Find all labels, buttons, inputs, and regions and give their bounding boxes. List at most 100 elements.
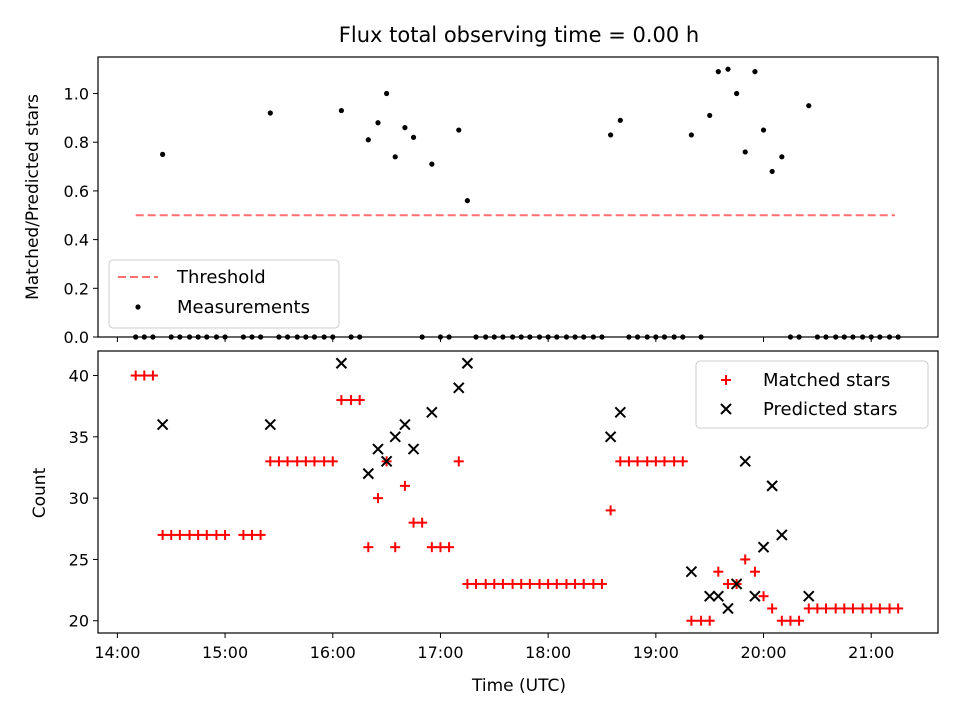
matched-star-point bbox=[659, 456, 670, 467]
matched-star-point bbox=[453, 456, 464, 467]
matched-star-point bbox=[273, 456, 284, 467]
measurement-point bbox=[769, 168, 775, 175]
predicted-star-stroke-b bbox=[776, 529, 788, 541]
measurement-point bbox=[160, 151, 166, 157]
predicted-star-point bbox=[372, 443, 384, 455]
measurement-point bbox=[392, 154, 398, 160]
matched-star-point bbox=[696, 615, 707, 626]
predicted-star-stroke-b bbox=[156, 418, 169, 431]
matched-star-point bbox=[319, 456, 330, 467]
matched-star-point bbox=[390, 542, 401, 553]
predicted-star-stroke-b bbox=[407, 443, 420, 455]
top-y-axis-label: Matched/Predicted stars bbox=[23, 94, 43, 300]
matched-star-point bbox=[893, 603, 904, 614]
matched-star-point bbox=[193, 529, 204, 540]
predicted-star-point bbox=[614, 406, 627, 419]
matched-star-point bbox=[292, 456, 303, 467]
top-ytick-label: 0.0 bbox=[64, 328, 89, 347]
predicted-star-stroke-b bbox=[426, 406, 438, 419]
measurement-point bbox=[707, 112, 713, 119]
top-ytick-label: 0.2 bbox=[64, 279, 89, 298]
matched-star-point bbox=[300, 456, 311, 467]
top-legend: Threshold Measurements bbox=[108, 259, 340, 329]
matched-star-point bbox=[444, 542, 455, 553]
top-legend-box bbox=[108, 259, 340, 329]
matched-star-point bbox=[803, 603, 814, 614]
legend-matched-marker bbox=[721, 375, 731, 385]
matched-star-point bbox=[346, 395, 357, 406]
predicted-star-stroke-b bbox=[803, 590, 815, 602]
matched-star-point bbox=[201, 529, 212, 540]
bottom-ytick-label: 25 bbox=[69, 550, 89, 569]
matched-star-point bbox=[812, 603, 823, 614]
matched-star-point bbox=[767, 603, 778, 614]
bottom-legend-box bbox=[695, 360, 929, 429]
measurement-point bbox=[742, 149, 748, 155]
measurement-point bbox=[464, 198, 470, 204]
matched-star-point bbox=[857, 603, 868, 614]
predicted-star-point bbox=[453, 382, 465, 394]
x-axis-label: Time (UTC) bbox=[471, 676, 566, 696]
predicted-star-stroke-b bbox=[335, 357, 348, 369]
predicted-star-point bbox=[380, 455, 393, 468]
predicted-star-stroke-b bbox=[739, 455, 751, 468]
matched-star-point bbox=[211, 529, 222, 540]
predicted-star-stroke-b bbox=[614, 406, 627, 419]
bottom-xtick-label: 19:00 bbox=[633, 643, 679, 662]
matched-star-point bbox=[435, 542, 446, 553]
predicted-star-stroke-b bbox=[362, 467, 375, 480]
predicted-star-point bbox=[335, 357, 348, 369]
predicted-star-point bbox=[156, 418, 169, 431]
predicted-star-stroke-b bbox=[712, 590, 725, 602]
top-ytick-label: 0.4 bbox=[64, 231, 89, 250]
matched-star-point bbox=[847, 603, 858, 614]
matched-star-point bbox=[723, 578, 733, 589]
predicted-star-stroke-b bbox=[389, 431, 401, 443]
bottom-y-axis-label: Count bbox=[30, 467, 50, 518]
matched-star-point bbox=[597, 578, 607, 589]
top-ytick-label: 0.6 bbox=[64, 182, 89, 201]
matched-star-point bbox=[605, 505, 616, 516]
predicted-star-stroke-b bbox=[372, 443, 384, 455]
chart-title: Flux total observing time = 0.00 h bbox=[339, 23, 699, 47]
predicted-star-point bbox=[399, 418, 411, 431]
bottom-xtick-label: 21:00 bbox=[848, 643, 894, 662]
matched-star-point bbox=[130, 370, 141, 381]
matched-star-point bbox=[830, 603, 841, 614]
matched-star-point bbox=[417, 517, 428, 528]
measurement-point bbox=[365, 137, 371, 143]
matched-star-point bbox=[265, 456, 276, 467]
matched-star-point bbox=[255, 529, 266, 540]
matched-star-point bbox=[758, 591, 769, 602]
matched-star-point bbox=[704, 615, 715, 626]
matched-star-point bbox=[650, 456, 661, 467]
matched-star-point bbox=[686, 615, 697, 626]
bottom-x-ticks: 14:00 15:00 16:00 17:00 18:00 19:00 20:00 21:00 bbox=[94, 633, 894, 662]
predicted-star-point bbox=[461, 357, 474, 369]
bottom-ytick-label: 30 bbox=[69, 489, 89, 508]
matched-star-point bbox=[220, 529, 231, 540]
predicted-star-stroke-b bbox=[749, 590, 761, 602]
matched-star-point bbox=[282, 456, 293, 467]
matched-star-point bbox=[480, 578, 491, 589]
predicted-star-point bbox=[757, 541, 770, 553]
legend-predicted-marker bbox=[720, 403, 732, 415]
bottom-xtick-label: 16:00 bbox=[310, 643, 356, 662]
matched-star-point bbox=[578, 578, 589, 589]
measurement-point bbox=[617, 117, 623, 123]
bottom-xtick-label: 18:00 bbox=[525, 643, 571, 662]
matched-star-point bbox=[669, 456, 680, 467]
matched-star-point bbox=[623, 456, 634, 467]
bottom-ytick-label: 20 bbox=[69, 612, 89, 631]
predicted-star-stroke-b bbox=[604, 431, 617, 443]
matched-star-point bbox=[139, 370, 150, 381]
bottom-marks bbox=[130, 357, 904, 626]
matched-star-point bbox=[166, 529, 177, 540]
predicted-star-stroke-b bbox=[399, 418, 411, 431]
matched-star-point bbox=[524, 578, 535, 589]
predicted-star-stroke-b bbox=[685, 565, 698, 578]
measurement-point bbox=[760, 127, 767, 133]
matched-star-point bbox=[408, 517, 419, 528]
matched-star-point bbox=[551, 578, 562, 589]
